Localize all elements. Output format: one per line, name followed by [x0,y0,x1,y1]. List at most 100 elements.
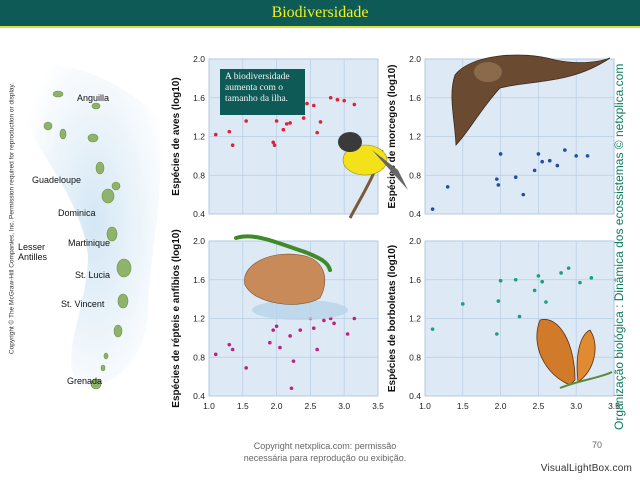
data-point [288,121,292,125]
data-point [513,277,518,282]
data-point [322,318,326,323]
data-point [315,130,319,135]
y-tick-label: 0.8 [193,352,205,362]
y-tick-label: 2.0 [409,54,421,64]
y-tick-label: 0.4 [409,391,421,401]
label-martinique: Martinique [68,238,111,248]
data-point [284,122,289,126]
lizard-illustration [234,234,348,320]
right-credit: Organização biológica : Dinâmica dos eco… [612,63,626,430]
data-point [281,127,286,132]
chart-borboletas: 0.4 0.8 1.2 1.6 2.0 1.0 1.5 2.0 2.5 3.0 3.5 Espécie… [387,236,620,411]
data-point [517,314,522,319]
data-point [301,116,306,120]
y-axis-label: Espécies de borboletas (log10) [387,245,398,392]
data-point [536,152,541,156]
bat-body [474,62,502,82]
label-st-lucia: St. Lucia [75,270,111,280]
y-tick-label: 0.4 [409,209,421,219]
data-point [430,207,435,211]
data-point [227,342,232,347]
data-point [311,326,316,330]
data-point [274,119,279,123]
data-point [445,185,450,189]
y-tick-label: 1.2 [409,314,421,324]
data-point [532,288,537,293]
data-point [585,154,590,158]
x-tick-label: 1.5 [457,401,469,411]
x-tick-label: 2.0 [495,401,507,411]
data-point [213,132,218,137]
data-point [318,120,323,124]
data-point [328,95,333,100]
y-axis-label: Espécies de répteis e anfíbios (log10) [171,229,182,407]
data-point [536,274,541,278]
y-tick-label: 2.0 [193,236,205,246]
y-tick-label: 0.8 [409,170,421,180]
data-point [298,328,303,332]
data-point [335,97,340,102]
water [252,300,348,320]
data-point [342,98,347,103]
data-point [213,352,218,357]
data-point [230,143,235,148]
data-point [288,334,292,338]
data-point [496,299,501,303]
butterfly-wing-left [536,319,576,386]
bird-illustration [338,132,408,219]
data-point [555,163,560,168]
bird-head [338,132,362,152]
label-dominica: Dominica [58,208,96,218]
data-point [271,140,276,145]
data-point [461,302,465,306]
y-axis-label: Espécies de aves (log10) [171,77,182,195]
data-point [271,328,276,332]
x-tick-label: 2.5 [304,401,316,411]
data-point [559,271,563,275]
note-box: A biodiversidade aumenta com o tamanho d… [220,69,305,115]
y-tick-label: 0.8 [193,170,205,180]
data-point [244,366,248,370]
y-tick-label: 2.0 [193,54,205,64]
data-point [566,266,571,270]
data-point [578,280,582,285]
data-point [540,279,544,284]
data-point [278,345,282,350]
data-point [352,316,357,321]
hand [244,253,326,305]
x-tick-label: 2.0 [271,401,283,411]
page-number: 70 [592,440,603,450]
data-point [495,332,499,336]
data-point [227,129,232,134]
data-point [544,300,548,304]
label-grenada: Grenada [67,376,103,386]
data-point [332,321,336,326]
data-point [272,143,277,148]
label-antilles: Antilles [18,252,48,262]
lizard-body [234,234,332,272]
x-tick-label: 1.0 [419,401,431,411]
x-tick-label: 3.5 [608,401,620,411]
data-point [498,278,503,283]
footer-line-2: necessária para reprodução ou exibição. [243,453,407,463]
y-tick-label: 0.4 [193,391,205,401]
x-tick-label: 2.5 [532,401,544,411]
label-guadeloupe: Guadeloupe [32,175,82,185]
y-tick-label: 1.2 [193,314,205,324]
data-point [315,347,319,352]
data-point [521,192,526,197]
data-point [289,386,294,391]
y-tick-label: 1.6 [193,275,205,285]
data-point [291,359,296,363]
x-tick-label: 3.0 [338,401,350,411]
data-point [311,103,316,108]
data-point [430,327,435,331]
data-point [305,101,309,106]
x-tick-label: 3.5 [372,401,384,411]
data-point [589,276,594,280]
footer-line-1: Copyright netxplica.com: permissão [253,441,397,451]
island-map [28,64,161,390]
y-tick-label: 1.2 [409,132,421,142]
label-st-vincent: St. Vincent [61,299,105,309]
